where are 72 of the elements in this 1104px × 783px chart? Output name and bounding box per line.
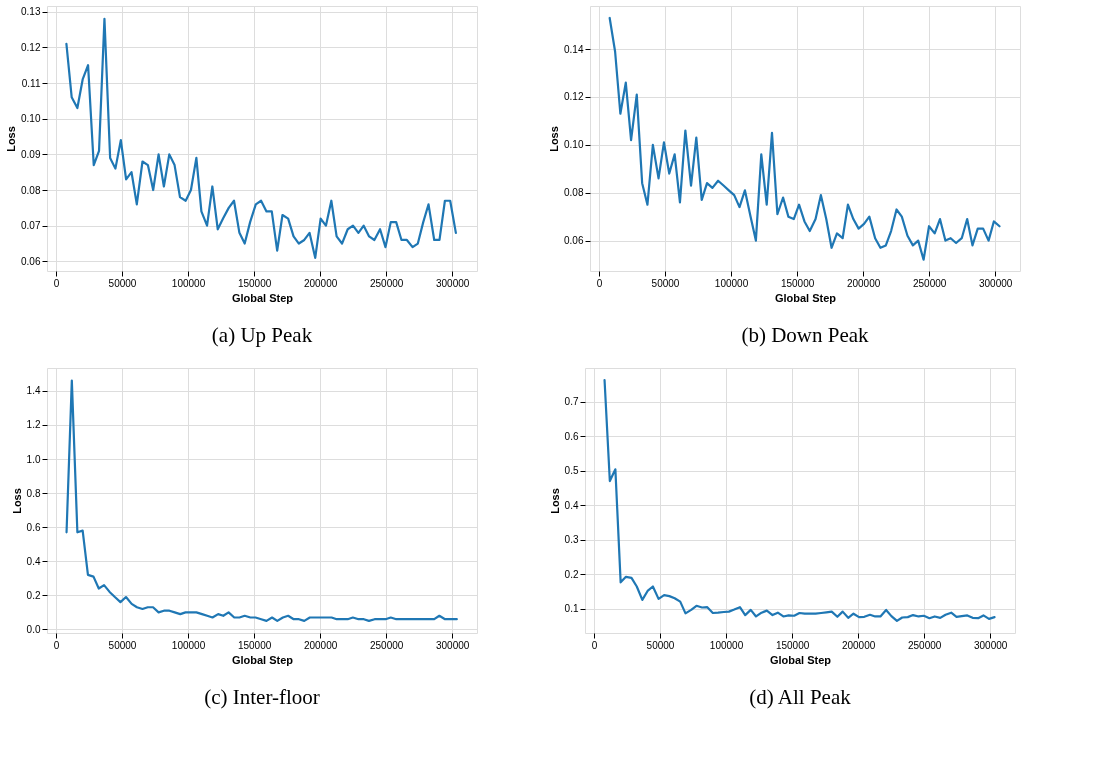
x-tick-label: 100000 bbox=[171, 277, 206, 289]
y-tick-label: 1.2 bbox=[26, 419, 41, 431]
y-axis-title: Loss bbox=[548, 126, 561, 152]
x-tick-label: 200000 bbox=[846, 277, 881, 289]
y-axis-title: Loss bbox=[548, 488, 561, 514]
x-tick-label: 100000 bbox=[709, 639, 744, 651]
y-axis-title: Loss bbox=[5, 126, 18, 152]
text: (d) All Peak bbox=[749, 685, 852, 709]
y-tick-label: 0.06 bbox=[564, 235, 584, 247]
x-axis-title: Global Step bbox=[774, 291, 837, 304]
y-tick-label: 0.10 bbox=[21, 113, 41, 125]
x-tick-label: 50000 bbox=[651, 277, 680, 289]
x-tick-label: 250000 bbox=[369, 277, 404, 289]
y-tick-label: 0.07 bbox=[21, 220, 41, 232]
x-tick-label: 150000 bbox=[780, 277, 815, 289]
y-axis-title: Loss bbox=[10, 488, 23, 514]
y-tick-label: 0.08 bbox=[21, 184, 41, 196]
x-tick-label: 200000 bbox=[303, 639, 338, 651]
y-tick-label: 0.10 bbox=[564, 139, 584, 151]
y-tick-label: 0.0 bbox=[26, 623, 41, 635]
x-tick-label: 50000 bbox=[108, 639, 137, 651]
x-tick-label: 0 bbox=[591, 639, 598, 651]
y-tick-label: 0.5 bbox=[564, 465, 579, 477]
text: (a) Up Peak bbox=[211, 323, 313, 347]
y-tick-label: 0.12 bbox=[21, 41, 41, 53]
x-axis-title: Global Step bbox=[231, 653, 294, 666]
x-tick-label: 150000 bbox=[237, 277, 272, 289]
y-tick-label: 0.11 bbox=[21, 77, 41, 89]
y-tick-label: 0.6 bbox=[26, 521, 41, 533]
line-series bbox=[65, 379, 458, 622]
y-tick-label: 0.8 bbox=[26, 487, 41, 499]
y-tick-label: 0.13 bbox=[21, 6, 41, 18]
y-tick-label: 0.2 bbox=[26, 589, 41, 601]
x-tick-label: 0 bbox=[596, 277, 603, 289]
x-tick-label: 150000 bbox=[237, 639, 272, 651]
x-tick-label: 250000 bbox=[912, 277, 947, 289]
y-tick-label: 1.4 bbox=[26, 385, 41, 397]
y-tick-label: 0.06 bbox=[21, 255, 41, 267]
x-tick-label: 300000 bbox=[978, 277, 1013, 289]
y-tick-label: 0.08 bbox=[564, 187, 584, 199]
text: (b) Down Peak bbox=[741, 323, 870, 347]
y-tick-label: 0.4 bbox=[564, 499, 579, 511]
x-tick-label: 200000 bbox=[303, 277, 338, 289]
y-tick-label: 0.4 bbox=[26, 555, 41, 567]
x-tick-label: 50000 bbox=[108, 277, 137, 289]
x-tick-label: 300000 bbox=[435, 639, 470, 651]
y-tick-label: 0.6 bbox=[564, 430, 579, 442]
x-tick-label: 100000 bbox=[714, 277, 749, 289]
line-series bbox=[65, 17, 457, 259]
y-tick-label: 0.2 bbox=[564, 568, 579, 580]
line-series bbox=[608, 16, 1001, 261]
x-tick-label: 100000 bbox=[171, 639, 206, 651]
y-tick-label: 1.0 bbox=[26, 453, 41, 465]
x-tick-label: 300000 bbox=[435, 277, 470, 289]
x-tick-label: 250000 bbox=[907, 639, 942, 651]
x-tick-label: 200000 bbox=[841, 639, 876, 651]
x-tick-label: 0 bbox=[53, 639, 60, 651]
x-tick-label: 150000 bbox=[775, 639, 810, 651]
x-tick-label: 50000 bbox=[646, 639, 675, 651]
x-tick-label: 0 bbox=[53, 277, 60, 289]
y-tick-label: 0.1 bbox=[564, 603, 579, 615]
text: (c) Inter-floor bbox=[204, 685, 320, 709]
line-series bbox=[603, 378, 996, 623]
y-tick-label: 0.3 bbox=[564, 534, 579, 546]
x-axis-title: Global Step bbox=[231, 291, 294, 304]
x-tick-label: 300000 bbox=[973, 639, 1008, 651]
y-tick-label: 0.7 bbox=[564, 396, 579, 408]
x-axis-title: Global Step bbox=[769, 653, 832, 666]
y-tick-label: 0.12 bbox=[564, 91, 584, 103]
x-tick-label: 250000 bbox=[369, 639, 404, 651]
y-tick-label: 0.09 bbox=[21, 148, 41, 160]
y-tick-label: 0.14 bbox=[564, 43, 584, 55]
